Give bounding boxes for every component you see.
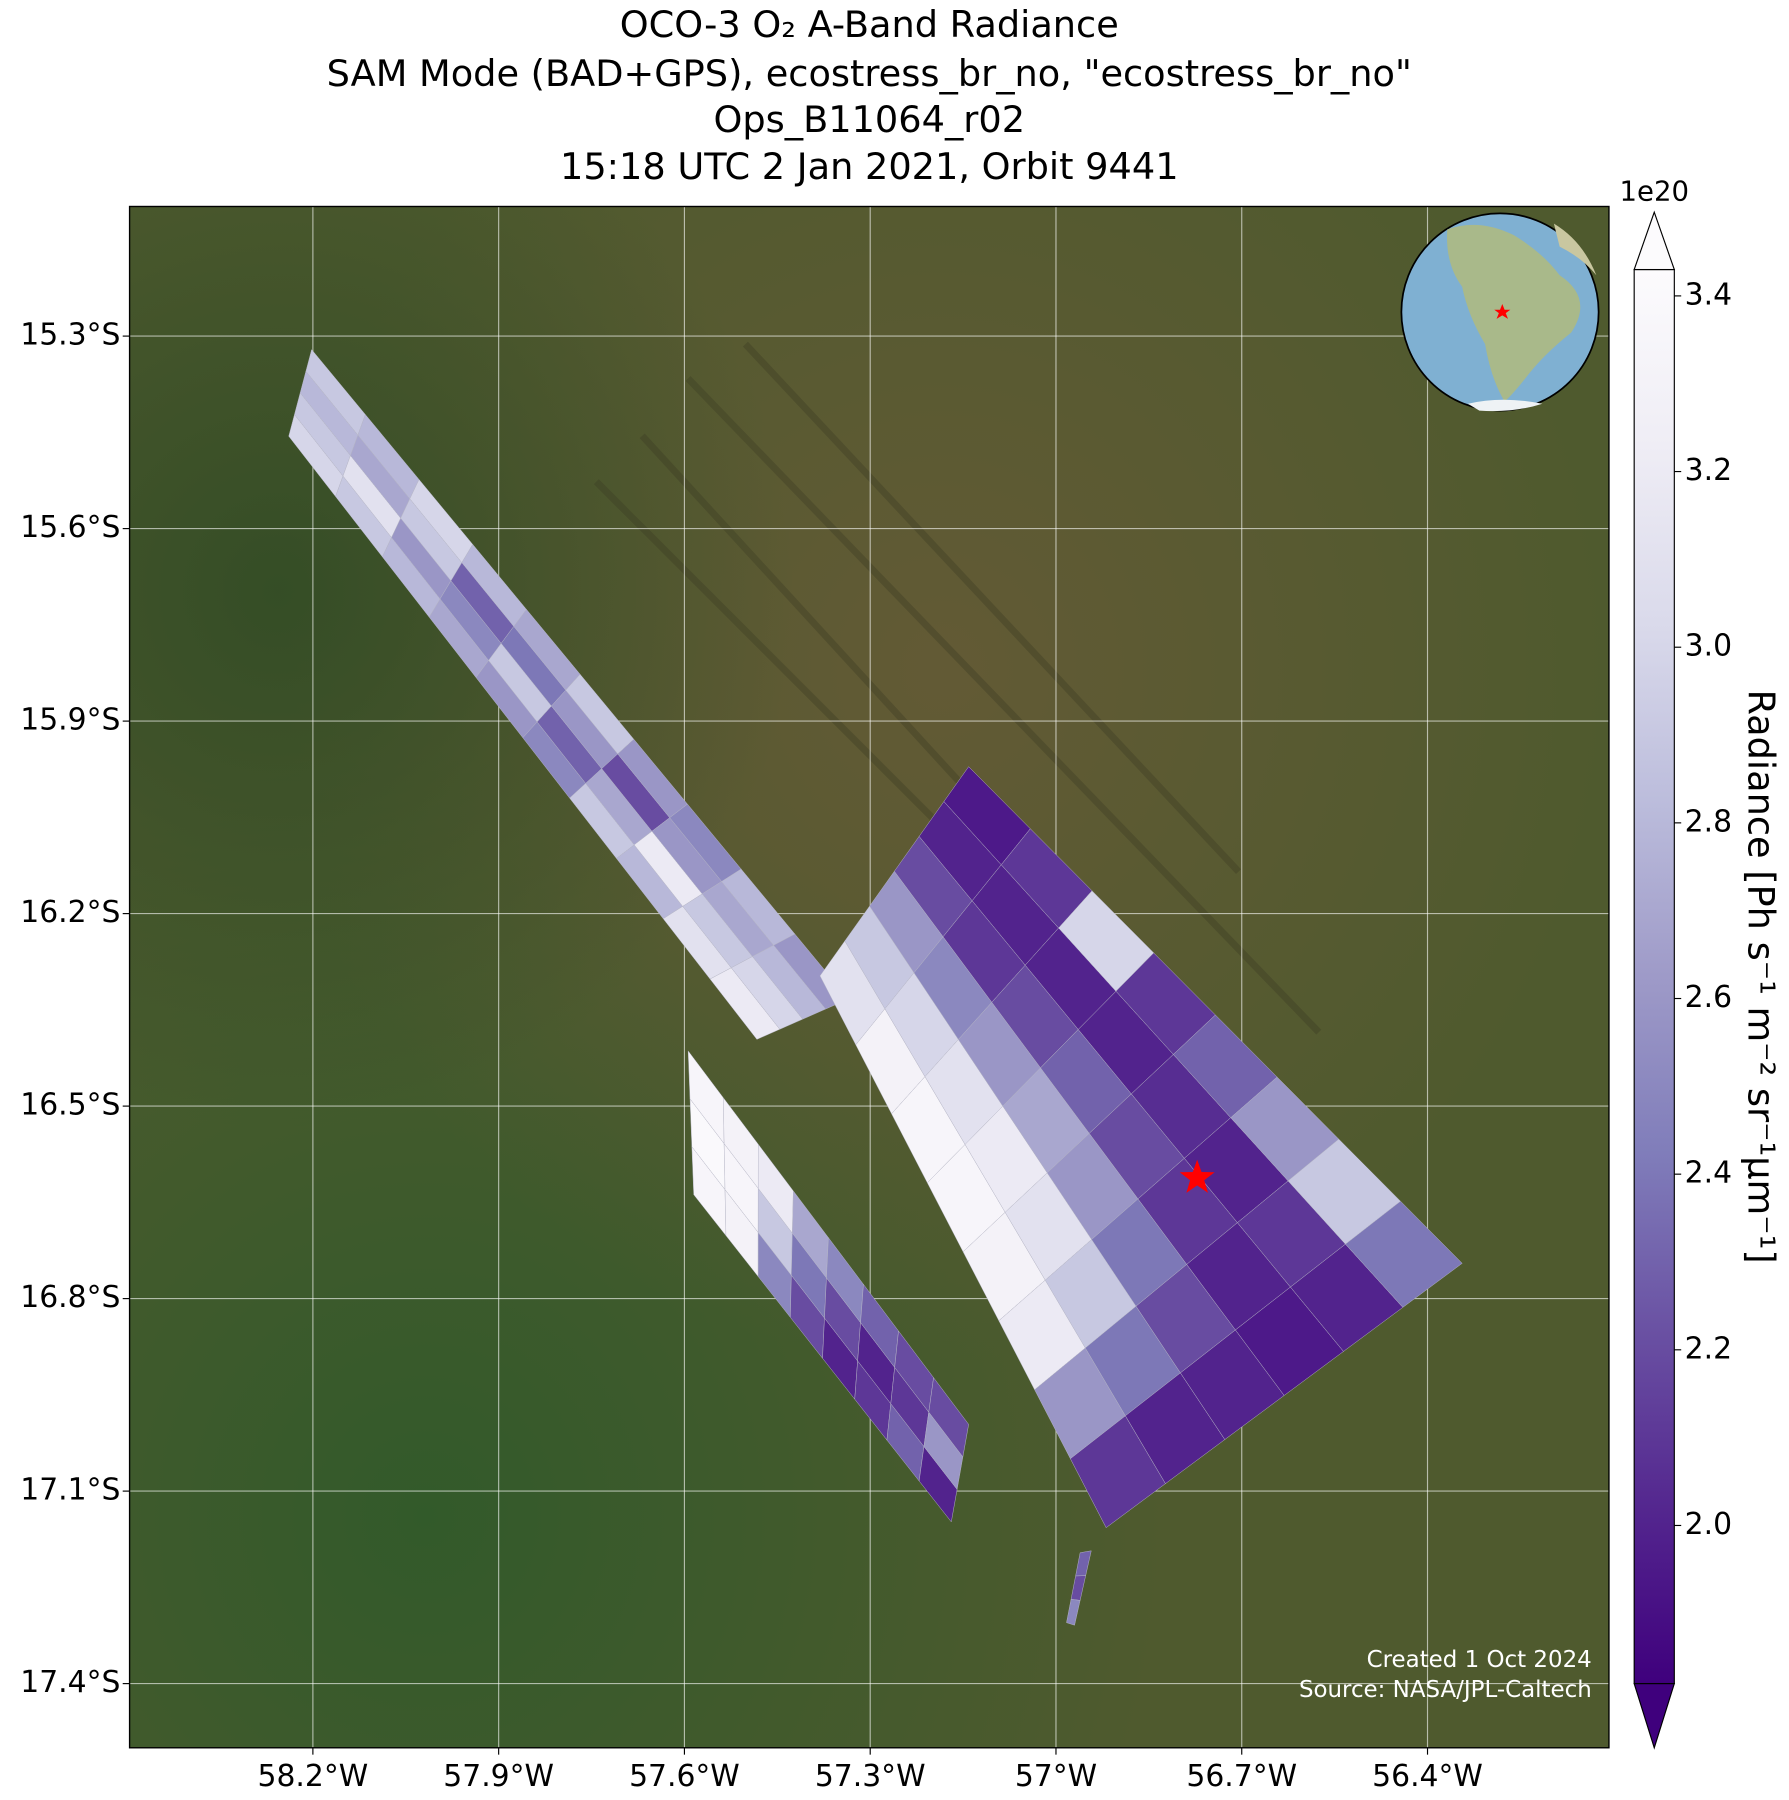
map-frame [128,205,1610,1749]
title-line: Ops_B11064_r02 [713,98,1025,141]
colorbar-tick-label: 2.0 [1685,1507,1732,1542]
x-tick-label: 56.4°W [1372,1759,1483,1794]
globe-land [1553,223,1597,276]
annotation: Created 1 Oct 2024 [1367,1647,1592,1673]
colorbar-extend-max [1633,210,1676,271]
x-tick-label: 57.3°W [815,1759,926,1794]
ridge [593,341,1322,1150]
colorbar-tick-label: 2.4 [1685,1156,1732,1191]
y-tick-label: 17.4°S [20,1665,120,1700]
radiance-cell [1066,1599,1081,1626]
colorbar-body [1634,269,1675,1684]
colorbar-tick-label: 3.4 [1685,277,1732,312]
colorbar-tick-label: 3.2 [1685,453,1732,488]
y-tick-label: 15.9°S [20,703,120,738]
radiance-cell [1345,1200,1463,1308]
y-tick-label: 16.5°S [20,1088,120,1123]
colorbar: 2.0 2.2 2.4 2.6 2.8 3.0 3.2 3.4 1e20 Radiance [Ph… [1620,176,1783,1750]
x-tick-label: 57.9°W [443,1759,554,1794]
colorbar-tick-label: 2.6 [1685,980,1732,1015]
colorbar-tick-label: 2.2 [1685,1331,1732,1366]
y-tick-label: 15.6°S [20,510,120,545]
title-line: 15:18 UTC 2 Jan 2021, Orbit 9441 [560,145,1179,188]
target-marker [1179,1159,1215,1193]
globe-land [1446,224,1581,402]
x-tick-label: 58.2°W [258,1759,369,1794]
colorbar-offset: 1e20 [1620,176,1689,208]
colorbar-frame [1633,268,1675,1685]
y-tick-label: 16.2°S [20,895,120,930]
y-tick-label: 17.1°S [20,1473,120,1508]
annotation: Source: NASA/JPL-Caltech [1299,1677,1592,1703]
swaths [288,349,1463,1626]
x-tick-label: 57°W [1015,1759,1097,1794]
globe-ice [1467,399,1543,412]
title-line: OCO-3 O₂ A-Band Radiance [620,3,1119,46]
x-tick-label: 56.7°W [1186,1759,1297,1794]
title-line: SAM Mode (BAD+GPS), ecostress_br_no, "ec… [327,52,1412,95]
x-tick-label: 57.6°W [629,1759,740,1794]
colorbar-extend-min [1633,1682,1676,1750]
y-tick-label: 16.8°S [20,1280,120,1315]
inset-globe [1400,212,1600,412]
globe-target [1494,303,1511,319]
y-tick-label: 15.3°S [20,318,120,353]
colorbar-tick-label: 3.0 [1685,629,1732,664]
title: OCO-3 O₂ A-Band Radiance SAM Mode (BAD+G… [327,3,1412,188]
colorbar-tick-label: 2.8 [1685,804,1732,839]
radiance-cell [928,1377,969,1458]
colorbar-label: Radiance [Ph s⁻¹ m⁻² sr⁻¹μm⁻¹] [1740,689,1783,1263]
